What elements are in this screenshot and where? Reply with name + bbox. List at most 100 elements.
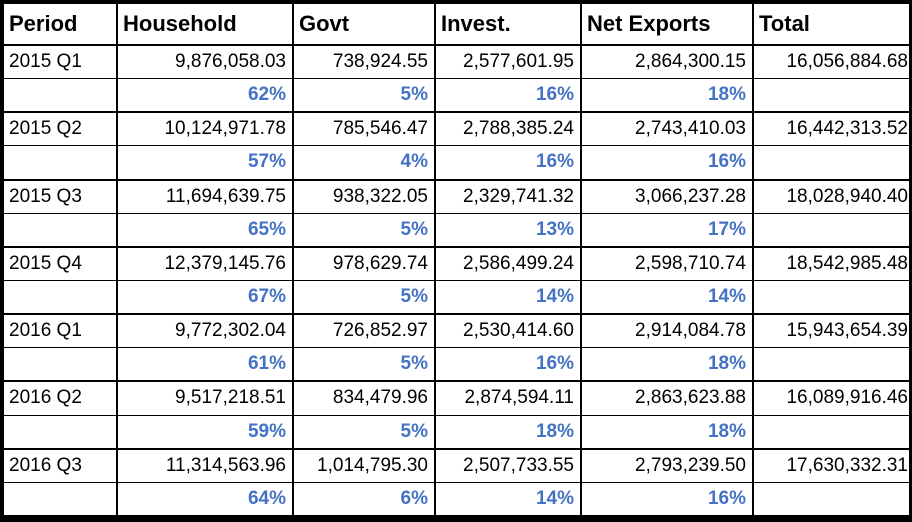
empty-period-cell[interactable] (2, 145, 118, 181)
table-row: 2015 Q1 9,876,058.03 738,924.55 2,577,60… (2, 44, 912, 80)
govt-value-cell[interactable]: 938,322.05 (292, 178, 436, 214)
govt-value-cell[interactable]: 1,014,795.30 (292, 447, 436, 483)
govt-percent-cell[interactable]: 5% (292, 78, 436, 114)
govt-value-cell[interactable]: 785,546.47 (292, 111, 436, 147)
invest-percent-cell[interactable]: 16% (434, 78, 582, 114)
invest-value-cell[interactable]: 2,329,741.32 (434, 178, 582, 214)
invest-value-cell[interactable]: 2,586,499.24 (434, 245, 582, 281)
invest-value-cell[interactable]: 2,788,385.24 (434, 111, 582, 147)
household-value-cell[interactable]: 9,876,058.03 (116, 44, 294, 80)
govt-value-cell[interactable]: 978,629.74 (292, 245, 436, 281)
net-exports-percent-cell[interactable]: 18% (580, 414, 754, 450)
period-cell[interactable]: 2016 Q3 (2, 447, 118, 483)
govt-percent-cell[interactable]: 5% (292, 279, 436, 316)
net-exports-value-cell[interactable]: 2,743,410.03 (580, 111, 754, 147)
govt-value-cell[interactable]: 834,479.96 (292, 380, 436, 416)
net-exports-value-cell[interactable]: 3,066,237.28 (580, 178, 754, 214)
empty-total-cell[interactable] (752, 414, 912, 450)
invest-percent-cell[interactable]: 16% (434, 145, 582, 181)
govt-percent-cell[interactable]: 5% (292, 414, 436, 450)
header-row: Period Household Govt Invest. Net Export… (2, 2, 912, 46)
empty-period-cell[interactable] (2, 78, 118, 114)
empty-period-cell[interactable] (2, 212, 118, 248)
empty-period-cell[interactable] (2, 414, 118, 450)
empty-total-cell[interactable] (752, 78, 912, 114)
household-value-cell[interactable]: 11,694,639.75 (116, 178, 294, 214)
empty-total-cell[interactable] (752, 145, 912, 181)
net-exports-value-cell[interactable]: 2,914,084.78 (580, 313, 754, 349)
govt-percent-cell[interactable]: 4% (292, 145, 436, 181)
column-header-period[interactable]: Period (2, 2, 118, 46)
net-exports-percent-cell[interactable]: 18% (580, 78, 754, 114)
household-value-cell[interactable]: 12,379,145.76 (116, 245, 294, 281)
column-header-net-exports[interactable]: Net Exports (580, 2, 754, 46)
total-value-cell[interactable]: 17,630,332.31 (752, 447, 912, 483)
period-cell[interactable]: 2016 Q1 (2, 313, 118, 349)
column-header-household[interactable]: Household (116, 2, 294, 46)
empty-period-cell[interactable] (2, 481, 118, 517)
invest-percent-cell[interactable]: 14% (434, 481, 582, 517)
empty-total-cell[interactable] (752, 212, 912, 248)
empty-total-cell[interactable] (752, 347, 912, 383)
column-header-invest[interactable]: Invest. (434, 2, 582, 46)
invest-percent-cell[interactable]: 16% (434, 347, 582, 383)
household-value-cell[interactable]: 9,517,218.51 (116, 380, 294, 416)
household-percent-cell[interactable]: 59% (116, 414, 294, 450)
table-row: 2015 Q4 12,379,145.76 978,629.74 2,586,4… (2, 245, 912, 281)
household-value-cell[interactable]: 10,124,971.78 (116, 111, 294, 147)
empty-period-cell[interactable] (2, 279, 118, 316)
period-cell[interactable]: 2015 Q1 (2, 44, 118, 80)
net-exports-value-cell[interactable]: 2,864,300.15 (580, 44, 754, 80)
total-value-cell[interactable]: 18,028,940.40 (752, 178, 912, 214)
table-row: 64% 6% 14% 16% (2, 481, 912, 517)
household-value-cell[interactable]: 11,314,563.96 (116, 447, 294, 483)
table-row: 2016 Q2 9,517,218.51 834,479.96 2,874,59… (2, 380, 912, 416)
empty-total-cell[interactable] (752, 279, 912, 316)
net-exports-percent-cell[interactable]: 14% (580, 279, 754, 316)
table-row: 62% 5% 16% 18% (2, 78, 912, 114)
invest-value-cell[interactable]: 2,577,601.95 (434, 44, 582, 80)
invest-percent-cell[interactable]: 14% (434, 279, 582, 316)
invest-value-cell[interactable]: 2,874,594.11 (434, 380, 582, 416)
household-percent-cell[interactable]: 64% (116, 481, 294, 517)
empty-total-cell[interactable] (752, 481, 912, 517)
net-exports-value-cell[interactable]: 2,793,239.50 (580, 447, 754, 483)
invest-value-cell[interactable]: 2,530,414.60 (434, 313, 582, 349)
household-percent-cell[interactable]: 57% (116, 145, 294, 181)
govt-value-cell[interactable]: 738,924.55 (292, 44, 436, 80)
household-percent-cell[interactable]: 67% (116, 279, 294, 316)
table-row: 2016 Q1 9,772,302.04 726,852.97 2,530,41… (2, 313, 912, 349)
total-value-cell[interactable]: 16,056,884.68 (752, 44, 912, 80)
net-exports-percent-cell[interactable]: 17% (580, 212, 754, 248)
empty-period-cell[interactable] (2, 347, 118, 383)
period-cell[interactable]: 2016 Q2 (2, 380, 118, 416)
period-cell[interactable]: 2015 Q4 (2, 245, 118, 281)
column-header-govt[interactable]: Govt (292, 2, 436, 46)
net-exports-value-cell[interactable]: 2,863,623.88 (580, 380, 754, 416)
household-percent-cell[interactable]: 62% (116, 78, 294, 114)
govt-value-cell[interactable]: 726,852.97 (292, 313, 436, 349)
total-value-cell[interactable]: 18,542,985.48 (752, 245, 912, 281)
net-exports-value-cell[interactable]: 2,598,710.74 (580, 245, 754, 281)
net-exports-percent-cell[interactable]: 16% (580, 481, 754, 517)
net-exports-percent-cell[interactable]: 18% (580, 347, 754, 383)
household-percent-cell[interactable]: 61% (116, 347, 294, 383)
column-header-total[interactable]: Total (752, 2, 912, 46)
household-value-cell[interactable]: 9,772,302.04 (116, 313, 294, 349)
invest-percent-cell[interactable]: 13% (434, 212, 582, 248)
total-value-cell[interactable]: 15,943,654.39 (752, 313, 912, 349)
total-value-cell[interactable]: 16,442,313.52 (752, 111, 912, 147)
period-cell[interactable]: 2015 Q3 (2, 178, 118, 214)
total-value-cell[interactable]: 16,089,916.46 (752, 380, 912, 416)
govt-percent-cell[interactable]: 5% (292, 212, 436, 248)
invest-value-cell[interactable]: 2,507,733.55 (434, 447, 582, 483)
table-row: 59% 5% 18% 18% (2, 414, 912, 450)
invest-percent-cell[interactable]: 18% (434, 414, 582, 450)
net-exports-percent-cell[interactable]: 16% (580, 145, 754, 181)
household-percent-cell[interactable]: 65% (116, 212, 294, 248)
period-cell[interactable]: 2015 Q2 (2, 111, 118, 147)
govt-percent-cell[interactable]: 5% (292, 347, 436, 383)
govt-percent-cell[interactable]: 6% (292, 481, 436, 517)
